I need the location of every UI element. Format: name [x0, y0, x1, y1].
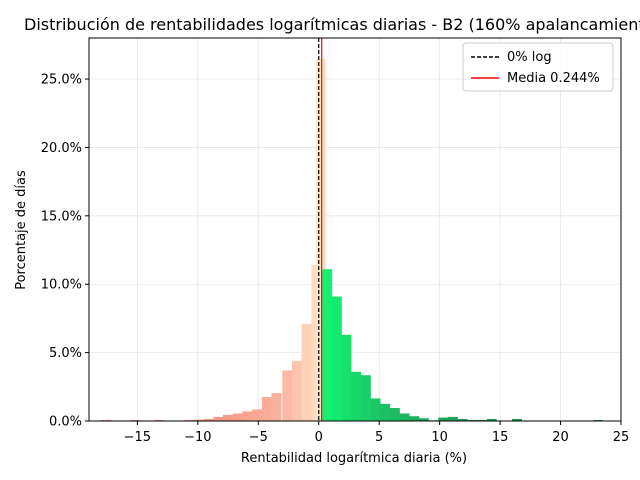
- x-tick-label: −10: [184, 430, 211, 445]
- histogram-bar: [213, 416, 224, 421]
- y-tick-label: 0.0%: [49, 415, 82, 430]
- y-tick-label: 20.0%: [41, 141, 82, 156]
- histogram-bar: [271, 392, 282, 421]
- histogram-bar: [457, 418, 468, 421]
- reference-lines-layer: [318, 38, 323, 421]
- grid-layer: [89, 38, 622, 422]
- x-tick-label: 5: [375, 430, 383, 445]
- x-axis-ticks: −15 −10 −5 0 5 10 15 20 25: [124, 421, 630, 445]
- histogram-bar: [252, 409, 263, 421]
- y-tick-label: 5.0%: [49, 346, 82, 361]
- chart-title: Distribución de rentabilidades logarítmi…: [24, 15, 640, 34]
- x-tick-label: 0: [315, 430, 323, 445]
- legend: 0% log Media 0.244%: [462, 42, 614, 92]
- y-axis-ticks: 0.0% 5.0% 10.0% 15.0% 20.0% 25.0%: [41, 73, 89, 430]
- histogram-bar: [380, 403, 391, 421]
- histogram-bar: [223, 414, 234, 421]
- y-axis-label: Porcentaje de días: [14, 170, 29, 290]
- histogram-bar: [418, 418, 429, 421]
- histogram-bar: [242, 411, 253, 421]
- plot-frame: [88, 37, 622, 422]
- y-tick-label: 10.0%: [41, 278, 82, 293]
- y-tick-label: 25.0%: [41, 73, 82, 88]
- histogram-bar: [203, 418, 214, 421]
- histogram-bar: [194, 419, 204, 421]
- histogram-bar: [232, 413, 243, 421]
- histogram-bar: [351, 371, 362, 421]
- histogram-bar: [409, 416, 420, 421]
- x-tick-label: −5: [249, 430, 268, 445]
- histogram-bar: [322, 269, 333, 421]
- histogram-bar: [486, 418, 497, 421]
- bars-layer: [100, 58, 603, 422]
- histogram-bar: [389, 408, 400, 421]
- histogram-bar: [341, 334, 352, 421]
- x-tick-label: 15: [492, 430, 509, 445]
- x-tick-label: −15: [124, 430, 151, 445]
- histogram-bar: [282, 370, 293, 421]
- legend-mean-line-label: Media 0.244%: [507, 71, 600, 86]
- histogram-bar: [261, 397, 272, 421]
- histogram-bar: [292, 360, 302, 421]
- x-tick-label: 10: [431, 430, 448, 445]
- histogram-bar: [399, 413, 410, 421]
- x-tick-label: 20: [552, 430, 569, 445]
- legend-box: [462, 42, 614, 92]
- histogram-bar: [438, 417, 449, 421]
- histogram-bar: [331, 296, 342, 421]
- x-axis-label: Rentabilidad logarítmica diaria (%): [241, 451, 467, 466]
- x-tick-label: 25: [613, 430, 630, 445]
- histogram-bar: [447, 416, 458, 421]
- histogram-bar: [512, 418, 522, 421]
- histogram-bar: [301, 323, 312, 421]
- histogram-bar: [370, 398, 381, 421]
- legend-zero-line-label: 0% log: [507, 50, 552, 65]
- y-tick-label: 15.0%: [41, 209, 82, 224]
- histogram-bar: [360, 375, 371, 421]
